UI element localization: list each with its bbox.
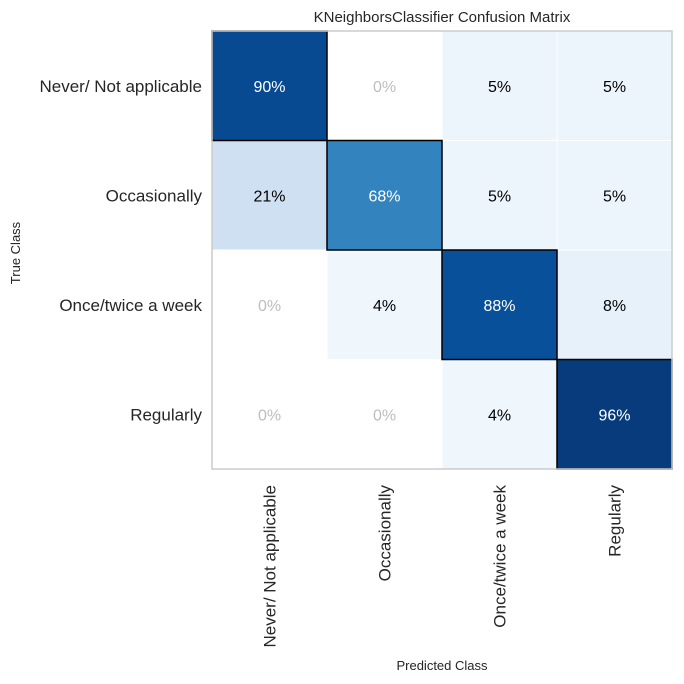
heatmap-cell xyxy=(556,30,673,141)
heatmap-cell xyxy=(556,140,673,251)
heatmap-cell xyxy=(211,140,328,251)
cell-value-label: 88% xyxy=(483,298,515,315)
y-tick-label: Once/twice a week xyxy=(59,296,202,315)
x-tick-label: Never/ Not applicable xyxy=(261,485,280,648)
heatmap-cell xyxy=(326,249,443,360)
heatmap-cell xyxy=(441,359,558,470)
x-tick-label: Occasionally xyxy=(376,485,395,582)
heatmap-cell xyxy=(556,249,673,360)
heatmap-cell xyxy=(326,30,443,141)
y-tick-label: Never/ Not applicable xyxy=(39,77,202,96)
cell-value-labels: 90% 0% 5% 5% 21% 68% 5% 5% 0% 4% 88% 8% 0% 0% 4% 96% xyxy=(253,79,630,425)
cell-value-label: 0% xyxy=(373,79,396,96)
cell-value-label: 0% xyxy=(258,298,281,315)
cell-value-label: 5% xyxy=(488,79,511,96)
diagonal-outline xyxy=(441,249,558,361)
y-tick-label: Regularly xyxy=(130,405,202,424)
x-tick-label: Regularly xyxy=(606,485,625,557)
cell-value-label: 21% xyxy=(253,188,285,205)
cell-value-label: 90% xyxy=(253,79,285,96)
y-axis-label: True Class xyxy=(8,221,23,284)
cell-value-label: 96% xyxy=(598,407,630,424)
heatmap-cells xyxy=(211,30,673,470)
cell-value-label: 68% xyxy=(368,188,400,205)
cell-value-label: 8% xyxy=(603,298,626,315)
x-axis-label: Predicted Class xyxy=(396,658,488,673)
y-tick-labels: Never/ Not applicable Occasionally Once/tw… xyxy=(39,77,202,425)
heatmap-cell xyxy=(211,359,328,470)
cell-value-label: 0% xyxy=(258,407,281,424)
chart-title: KNeighborsClassifier Confusion Matrix xyxy=(314,9,571,26)
cell-value-label: 4% xyxy=(373,298,396,315)
cell-value-label: 5% xyxy=(488,188,511,205)
heatmap-cell xyxy=(326,359,443,470)
cell-value-label: 0% xyxy=(373,407,396,424)
x-tick-labels: Never/ Not applicable Occasionally Once/tw… xyxy=(261,485,625,648)
x-tick-label: Once/twice a week xyxy=(491,485,510,628)
diagonal-outline xyxy=(326,139,443,251)
cell-value-label: 5% xyxy=(603,188,626,205)
heatmap-cell xyxy=(211,30,328,141)
plot-frame xyxy=(211,30,673,470)
cell-value-label: 5% xyxy=(603,79,626,96)
cell-value-label: 4% xyxy=(488,407,511,424)
y-tick-label: Occasionally xyxy=(106,186,203,205)
heatmap-cell xyxy=(326,140,443,251)
